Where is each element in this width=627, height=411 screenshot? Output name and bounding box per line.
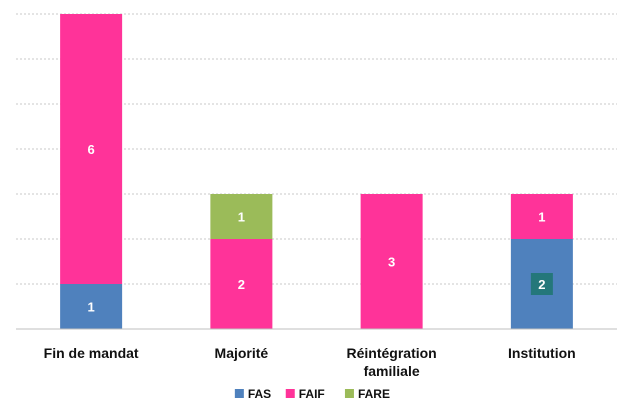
legend-label-fare: FARE: [358, 387, 390, 401]
legend-swatch-fare: [344, 389, 354, 398]
category-label-reintegration-familiale: Réintégration familiale: [347, 345, 437, 379]
data-label-institution-faif: 1: [538, 210, 545, 225]
bar-majorite-faif: [210, 239, 273, 329]
category-axis: Fin de mandat Majorité Réintégration famili…: [16, 328, 617, 379]
bar-fin-de-mandat-fas: [60, 284, 123, 329]
data-label-majorite-faif: 2: [238, 277, 245, 292]
legend-swatch-fas: [234, 389, 244, 398]
data-label-badge-institution-fas: [530, 273, 553, 295]
category-label-institution: Institution: [508, 345, 576, 361]
legend-swatch-faif: [285, 389, 295, 398]
bar-majorite-fare: [210, 194, 273, 239]
legend-label-fas: FAS: [248, 387, 271, 401]
data-label-majorite-fare: 1: [238, 210, 245, 225]
legend: FAS FAIF FARE: [234, 387, 390, 401]
data-label-reintegration-familiale-faif: 3: [388, 255, 395, 270]
legend-label-faif: FAIF: [299, 387, 325, 401]
data-label-fin-de-mandat-faif: 6: [88, 142, 95, 157]
data-labels: 1 6 2 1 3 2 1: [88, 142, 553, 315]
bars: [60, 14, 573, 329]
bar-institution-faif: [510, 194, 573, 239]
bar-reintegration-familiale-faif: [360, 194, 423, 329]
bar-fin-de-mandat-faif: [60, 14, 123, 284]
category-label-majorite: Majorité: [215, 345, 269, 361]
data-label-institution-fas: 2: [538, 277, 545, 292]
category-label-fin-de-mandat: Fin de mandat: [44, 345, 139, 361]
data-label-fin-de-mandat-fas: 1: [88, 300, 95, 315]
